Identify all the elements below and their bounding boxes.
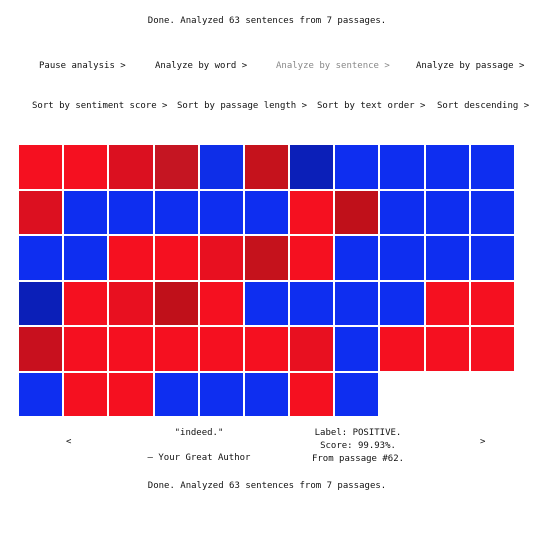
sentence-cell[interactable] <box>19 281 63 325</box>
sentence-cell[interactable] <box>244 236 289 280</box>
sentence-cell[interactable] <box>244 372 289 416</box>
sentence-cell[interactable] <box>380 281 424 325</box>
sentence-cell[interactable] <box>109 327 153 371</box>
pause-analysis-button[interactable]: Pause analysis > <box>39 61 126 71</box>
analyze-by-sentence-button[interactable]: Analyze by sentence > <box>276 61 390 71</box>
sentence-cell[interactable] <box>244 190 289 234</box>
sentence-cell[interactable] <box>19 145 63 189</box>
sentence-cell[interactable] <box>380 190 424 234</box>
sentence-cell[interactable] <box>335 281 379 325</box>
sentence-cell[interactable] <box>199 372 243 416</box>
sentence-cell[interactable] <box>154 372 198 416</box>
sentence-cell[interactable] <box>109 281 153 325</box>
sentence-cell[interactable] <box>199 281 243 325</box>
sentence-cell[interactable] <box>244 281 289 325</box>
sentence-cell[interactable] <box>154 281 198 325</box>
sort-descending-button[interactable]: Sort descending > <box>437 101 530 111</box>
sentence-cell[interactable] <box>335 372 379 416</box>
sentence-quote: "indeed." <box>174 428 224 438</box>
status-top: Done. Analyzed 63 sentences from 7 passa… <box>147 16 387 26</box>
sentence-cell[interactable] <box>64 281 108 325</box>
sentence-cell[interactable] <box>425 327 469 371</box>
sentence-cell[interactable] <box>64 190 108 234</box>
sentence-cell[interactable] <box>154 236 198 280</box>
previous-arrow[interactable]: < <box>66 437 72 447</box>
sentence-cell[interactable] <box>380 145 424 189</box>
sort-by-passage-length-button[interactable]: Sort by passage length > <box>177 101 308 111</box>
sentence-cell[interactable] <box>154 327 198 371</box>
sentence-cell[interactable] <box>199 190 243 234</box>
sentence-cell[interactable] <box>425 236 469 280</box>
next-arrow[interactable]: > <box>480 437 486 447</box>
sentence-cell[interactable] <box>19 372 63 416</box>
sentence-cell[interactable] <box>470 236 514 280</box>
sentiment-label: Label: POSITIVE. <box>314 428 402 438</box>
sentence-cell[interactable] <box>425 281 469 325</box>
quote-author: — Your Great Author <box>147 453 251 463</box>
sentence-cell[interactable] <box>425 145 469 189</box>
sentiment-details: Label: POSITIVE. Score: 99.93%. From pas… <box>290 427 426 466</box>
sentence-cell[interactable] <box>64 145 108 189</box>
sentence-cell[interactable] <box>335 190 379 234</box>
sentence-cell[interactable] <box>290 145 334 189</box>
sentence-cell[interactable] <box>380 236 424 280</box>
sort-by-sentiment-score-button[interactable]: Sort by sentiment score > <box>32 101 168 111</box>
sentence-cell[interactable] <box>154 190 198 234</box>
sentence-cell[interactable] <box>335 236 379 280</box>
status-bottom: Done. Analyzed 63 sentences from 7 passa… <box>147 481 387 491</box>
sentence-cell[interactable] <box>290 372 334 416</box>
sentiment-grid <box>19 145 516 416</box>
analyze-by-passage-button[interactable]: Analyze by passage > <box>416 61 525 71</box>
sentence-cell[interactable] <box>290 327 334 371</box>
source-passage: From passage #62. <box>311 454 405 464</box>
sentence-cell[interactable] <box>199 236 243 280</box>
sentence-cell[interactable] <box>64 236 108 280</box>
sentence-cell[interactable] <box>19 236 63 280</box>
sentence-cell[interactable] <box>244 145 289 189</box>
sentence-cell[interactable] <box>425 190 469 234</box>
sentence-cell[interactable] <box>244 327 289 371</box>
sentence-cell[interactable] <box>470 145 514 189</box>
sentence-cell[interactable] <box>380 327 424 371</box>
sentence-cell[interactable] <box>64 372 108 416</box>
sentence-cell[interactable] <box>290 281 334 325</box>
sentence-cell[interactable] <box>335 145 379 189</box>
sentence-cell[interactable] <box>470 281 514 325</box>
analyze-by-word-button[interactable]: Analyze by word > <box>155 61 248 71</box>
sort-by-text-order-button[interactable]: Sort by text order > <box>317 101 426 111</box>
sentence-cell[interactable] <box>109 145 153 189</box>
sentiment-score: Score: 99.93%. <box>320 441 396 451</box>
sentence-cell[interactable] <box>199 327 243 371</box>
sentence-cell[interactable] <box>335 327 379 371</box>
sentence-cell[interactable] <box>19 327 63 371</box>
sentence-cell[interactable] <box>64 327 108 371</box>
sentence-cell[interactable] <box>19 190 63 234</box>
sentence-cell[interactable] <box>109 190 153 234</box>
sentence-cell[interactable] <box>290 236 334 280</box>
sentence-cell[interactable] <box>199 145 243 189</box>
sentence-cell[interactable] <box>109 372 153 416</box>
sentence-cell[interactable] <box>290 190 334 234</box>
sentence-cell[interactable] <box>470 190 514 234</box>
sentence-cell[interactable] <box>470 327 514 371</box>
sentence-cell[interactable] <box>109 236 153 280</box>
sentence-cell[interactable] <box>154 145 198 189</box>
sentence-quote-block: "indeed." — Your Great Author <box>120 427 278 465</box>
